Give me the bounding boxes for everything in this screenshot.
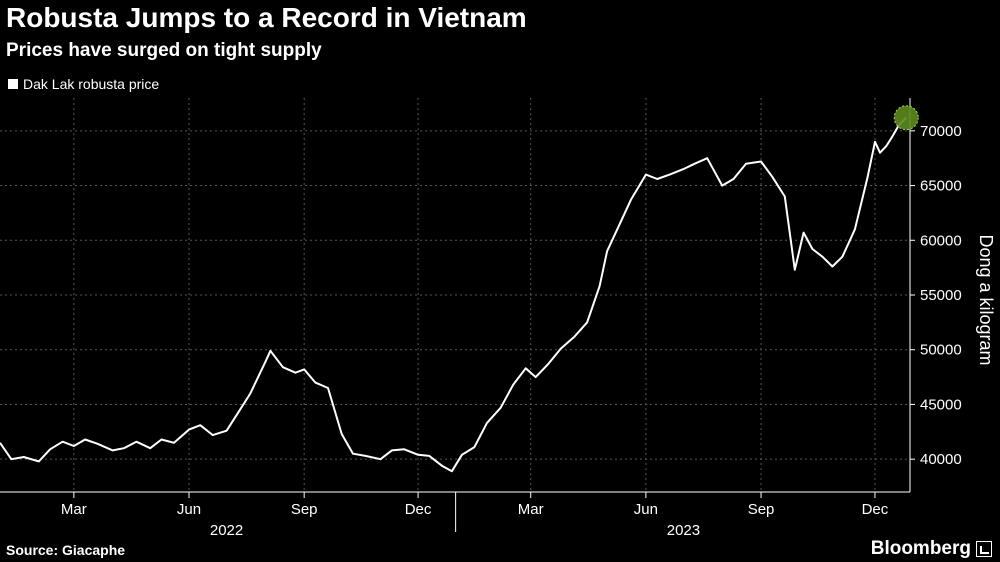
source-note: Source: Giacaphe <box>6 542 126 558</box>
series-layer <box>0 105 919 473</box>
y-tick-label: 70000 <box>920 123 962 140</box>
year-label: 2023 <box>667 522 700 539</box>
y-tick-label: 45000 <box>920 396 962 413</box>
brand-logo: Bloomberg <box>871 538 992 560</box>
x-tick-label: Dec <box>862 501 889 518</box>
x-tick-label: Mar <box>518 501 544 518</box>
chart-subtitle: Prices have surged on tight supply <box>6 40 322 61</box>
latest-point-marker <box>893 105 919 131</box>
y-tick-label: 55000 <box>920 287 962 304</box>
y-tick-label: 65000 <box>920 178 962 195</box>
y-tick-label: 50000 <box>920 342 962 359</box>
x-tick-label: Jun <box>634 501 658 518</box>
chart-title: Robusta Jumps to a Record in Vietnam <box>6 2 527 33</box>
chart-icon <box>976 541 992 557</box>
x-tick-label: Mar <box>61 501 87 518</box>
x-tick-label: Sep <box>748 501 775 518</box>
legend: Dak Lak robusta price <box>8 76 159 92</box>
grid <box>0 98 910 492</box>
y-axis-label: Dong a kilogram <box>976 234 996 365</box>
series-line <box>0 117 907 473</box>
y-tick-label: 60000 <box>920 232 962 249</box>
x-tick-label: Jun <box>177 501 201 518</box>
y-tick-label: 40000 <box>920 451 962 468</box>
brand-name: Bloomberg <box>870 538 971 559</box>
legend-swatch <box>8 79 18 89</box>
legend-label: Dak Lak robusta price <box>23 76 160 92</box>
x-tick-label: Sep <box>291 501 318 518</box>
axes: 40000 45000 50000 55000 60000 65000 70000 Mar Ju… <box>0 98 962 539</box>
x-tick-label: Dec <box>405 501 432 518</box>
year-label: 2022 <box>210 522 243 539</box>
